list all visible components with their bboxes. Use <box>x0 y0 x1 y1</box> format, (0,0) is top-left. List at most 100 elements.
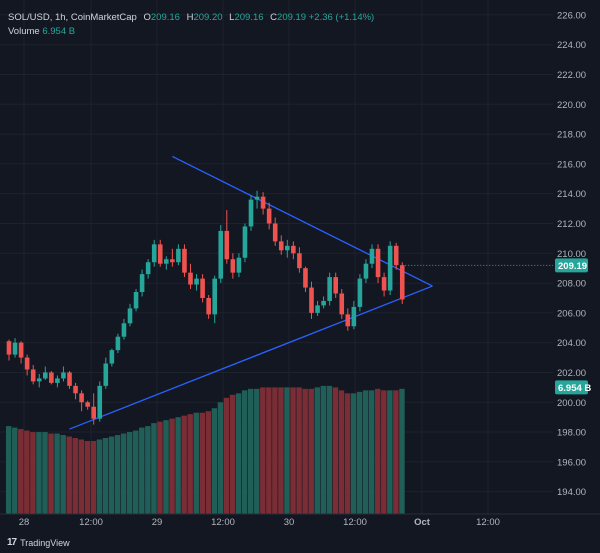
volume-bar <box>211 408 218 514</box>
candle-body <box>339 293 345 315</box>
candle-body <box>248 199 254 227</box>
volume-bar <box>36 432 42 514</box>
candle-body <box>218 230 224 279</box>
candle-body <box>133 292 139 309</box>
price-tick-label: 214.00 <box>557 189 586 200</box>
volume-bar <box>308 388 314 514</box>
candle-body <box>272 223 278 242</box>
volume-bar <box>332 387 339 514</box>
time-tick-label: 28 <box>19 517 30 528</box>
volume-bar <box>18 429 24 514</box>
volume-bar <box>278 387 284 514</box>
candle-body <box>200 278 205 298</box>
volume-bar <box>296 387 302 514</box>
candlesticks[interactable] <box>6 190 553 425</box>
candle-body <box>333 277 338 294</box>
price-tick-label: 202.00 <box>557 368 586 379</box>
volume-bar <box>223 397 230 514</box>
time-tick-label: 12:00 <box>79 517 103 528</box>
volume-bars <box>5 385 405 514</box>
volume-bar <box>199 412 206 514</box>
volume-label[interactable]: Volume <box>8 26 40 37</box>
candle-body <box>375 248 381 278</box>
time-tick-label: 30 <box>284 517 295 528</box>
volume-bar <box>241 390 248 514</box>
candle-body <box>351 306 357 327</box>
chart-legend: SOL/USD, 1h, CoinMarketCap O209.16 H209.… <box>8 11 374 39</box>
low-label: L <box>229 12 235 23</box>
price-tick-label: 200.00 <box>557 398 586 409</box>
volume-bar <box>356 391 363 514</box>
volume-bar <box>247 388 254 514</box>
price-axis[interactable]: 194.00 196.00 198.00 200.00 202.00 204.00 206.… <box>555 10 591 498</box>
volume-bar <box>12 427 18 514</box>
candle-body <box>242 226 248 258</box>
volume-bar <box>24 430 30 514</box>
volume-bar <box>96 439 103 514</box>
candle-body <box>36 378 42 382</box>
volume-bar <box>193 412 199 514</box>
candle-body <box>127 308 133 324</box>
candle-body <box>303 268 308 288</box>
candle-body <box>18 342 24 358</box>
candle-body <box>278 241 284 251</box>
candle-body <box>206 297 211 315</box>
candle-body <box>393 245 399 266</box>
candle-body <box>145 262 151 275</box>
candle-body <box>121 323 127 337</box>
candle-body <box>357 278 363 307</box>
price-tick-label: 212.00 <box>557 219 586 230</box>
volume-bar <box>139 427 145 514</box>
open-value: 209.16 <box>150 12 180 23</box>
candle-body <box>291 245 296 254</box>
price-tick-label: 208.00 <box>557 279 586 290</box>
volume-bar <box>181 415 187 514</box>
price-tick-label: 226.00 <box>557 10 586 21</box>
candle-body <box>115 336 121 351</box>
volume-bar <box>60 435 66 514</box>
volume-value-tag: 6.954 B <box>558 383 591 394</box>
volume-bar <box>187 414 193 514</box>
time-tick-label: 12:00 <box>343 517 367 528</box>
volume-bar <box>102 438 109 514</box>
trendline <box>69 285 433 430</box>
candle-body <box>12 342 18 355</box>
candle-body <box>315 305 320 313</box>
candle-body <box>266 208 272 224</box>
symbol-title[interactable]: SOL/USD, 1h, CoinMarketCap <box>8 12 137 23</box>
volume-bar <box>108 436 115 514</box>
price-tick-label: 194.00 <box>557 487 586 498</box>
price-tick-label: 198.00 <box>557 428 586 439</box>
tradingview-logo[interactable]: 17 TradingView <box>7 537 70 548</box>
volume-bar <box>235 393 242 514</box>
volume-bar <box>90 440 97 514</box>
volume-bar <box>254 388 260 514</box>
volume-bar <box>284 387 290 514</box>
volume-bar <box>66 436 72 514</box>
candle-body <box>194 278 199 285</box>
candle-body <box>55 378 60 383</box>
candle-body <box>212 278 217 315</box>
volume-bar <box>290 387 296 514</box>
volume-bar <box>375 388 381 514</box>
price-tick-label: 210.00 <box>557 249 586 260</box>
current-price-tag-bg <box>555 258 588 273</box>
price-tick-label: 216.00 <box>557 159 586 170</box>
time-tick-label: 12:00 <box>476 517 500 528</box>
price-tick-label: 224.00 <box>557 40 586 51</box>
volume-bar <box>260 387 266 514</box>
trendline <box>172 155 433 287</box>
candle-body <box>230 259 236 273</box>
volume-bar <box>326 385 333 514</box>
candle-body <box>363 263 369 279</box>
candle-body <box>381 277 387 291</box>
high-value: 209.20 <box>193 12 223 23</box>
candle-body <box>79 393 84 403</box>
volume-bar <box>114 435 121 514</box>
time-axis[interactable]: 28 12:00 29 12:00 30 12:00 Oct 12:00 <box>0 513 600 528</box>
candle-body <box>399 265 405 300</box>
volume-bar <box>229 394 236 514</box>
volume-bar <box>5 426 12 514</box>
volume-bar <box>145 426 151 514</box>
